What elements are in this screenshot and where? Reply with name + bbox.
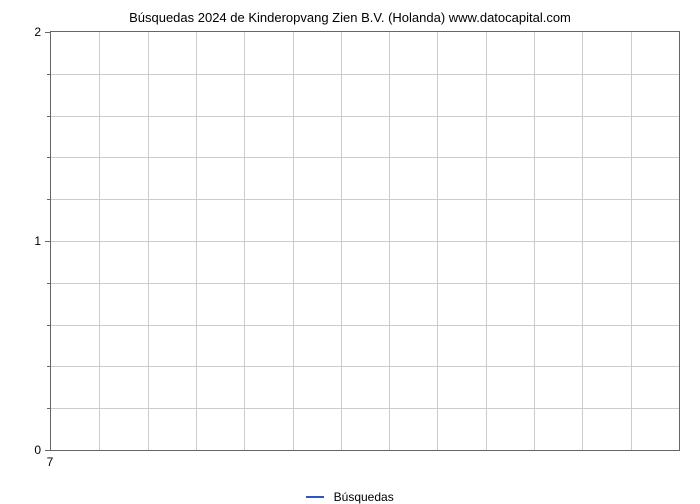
gridline-v [486,32,487,450]
chart-container: Búsquedas 2024 de Kinderopvang Zien B.V.… [10,10,690,490]
y-minor-tick [47,366,51,367]
gridline-v [582,32,583,450]
gridline-v [437,32,438,450]
y-minor-tick [47,157,51,158]
x-tick-label: 7 [47,455,54,469]
y-minor-tick [47,283,51,284]
y-tick-label: 0 [34,443,41,457]
legend-swatch [306,496,324,498]
gridline-h [51,74,679,75]
gridline-v [99,32,100,450]
y-minor-tick [47,74,51,75]
y-minor-tick [47,325,51,326]
gridline-h [51,241,679,242]
gridline-v [389,32,390,450]
legend: Búsquedas [0,489,700,504]
y-minor-tick [47,408,51,409]
gridline-h [51,366,679,367]
gridline-h [51,157,679,158]
gridline-v [196,32,197,450]
y-tick-label: 2 [34,25,41,39]
gridline-v [631,32,632,450]
y-minor-tick [47,199,51,200]
y-minor-tick [47,116,51,117]
gridline-h [51,325,679,326]
gridline-v [293,32,294,450]
y-tick [45,32,51,33]
y-tick-label: 1 [34,234,41,248]
title-main: Búsquedas 2024 de Kinderopvang Zien B.V.… [129,10,445,25]
gridline-h [51,283,679,284]
legend-label: Búsquedas [334,490,394,504]
gridline-v [341,32,342,450]
chart-title: Búsquedas 2024 de Kinderopvang Zien B.V.… [10,10,690,25]
plot-area: 012 [50,31,680,451]
y-tick [45,450,51,451]
y-tick [45,241,51,242]
gridline-h [51,116,679,117]
gridline-v [148,32,149,450]
plot-wrap: 012 7 [50,31,680,451]
title-source: www.datocapital.com [449,10,571,25]
gridline-v [534,32,535,450]
gridline-v [244,32,245,450]
gridline-h [51,199,679,200]
gridline-h [51,408,679,409]
